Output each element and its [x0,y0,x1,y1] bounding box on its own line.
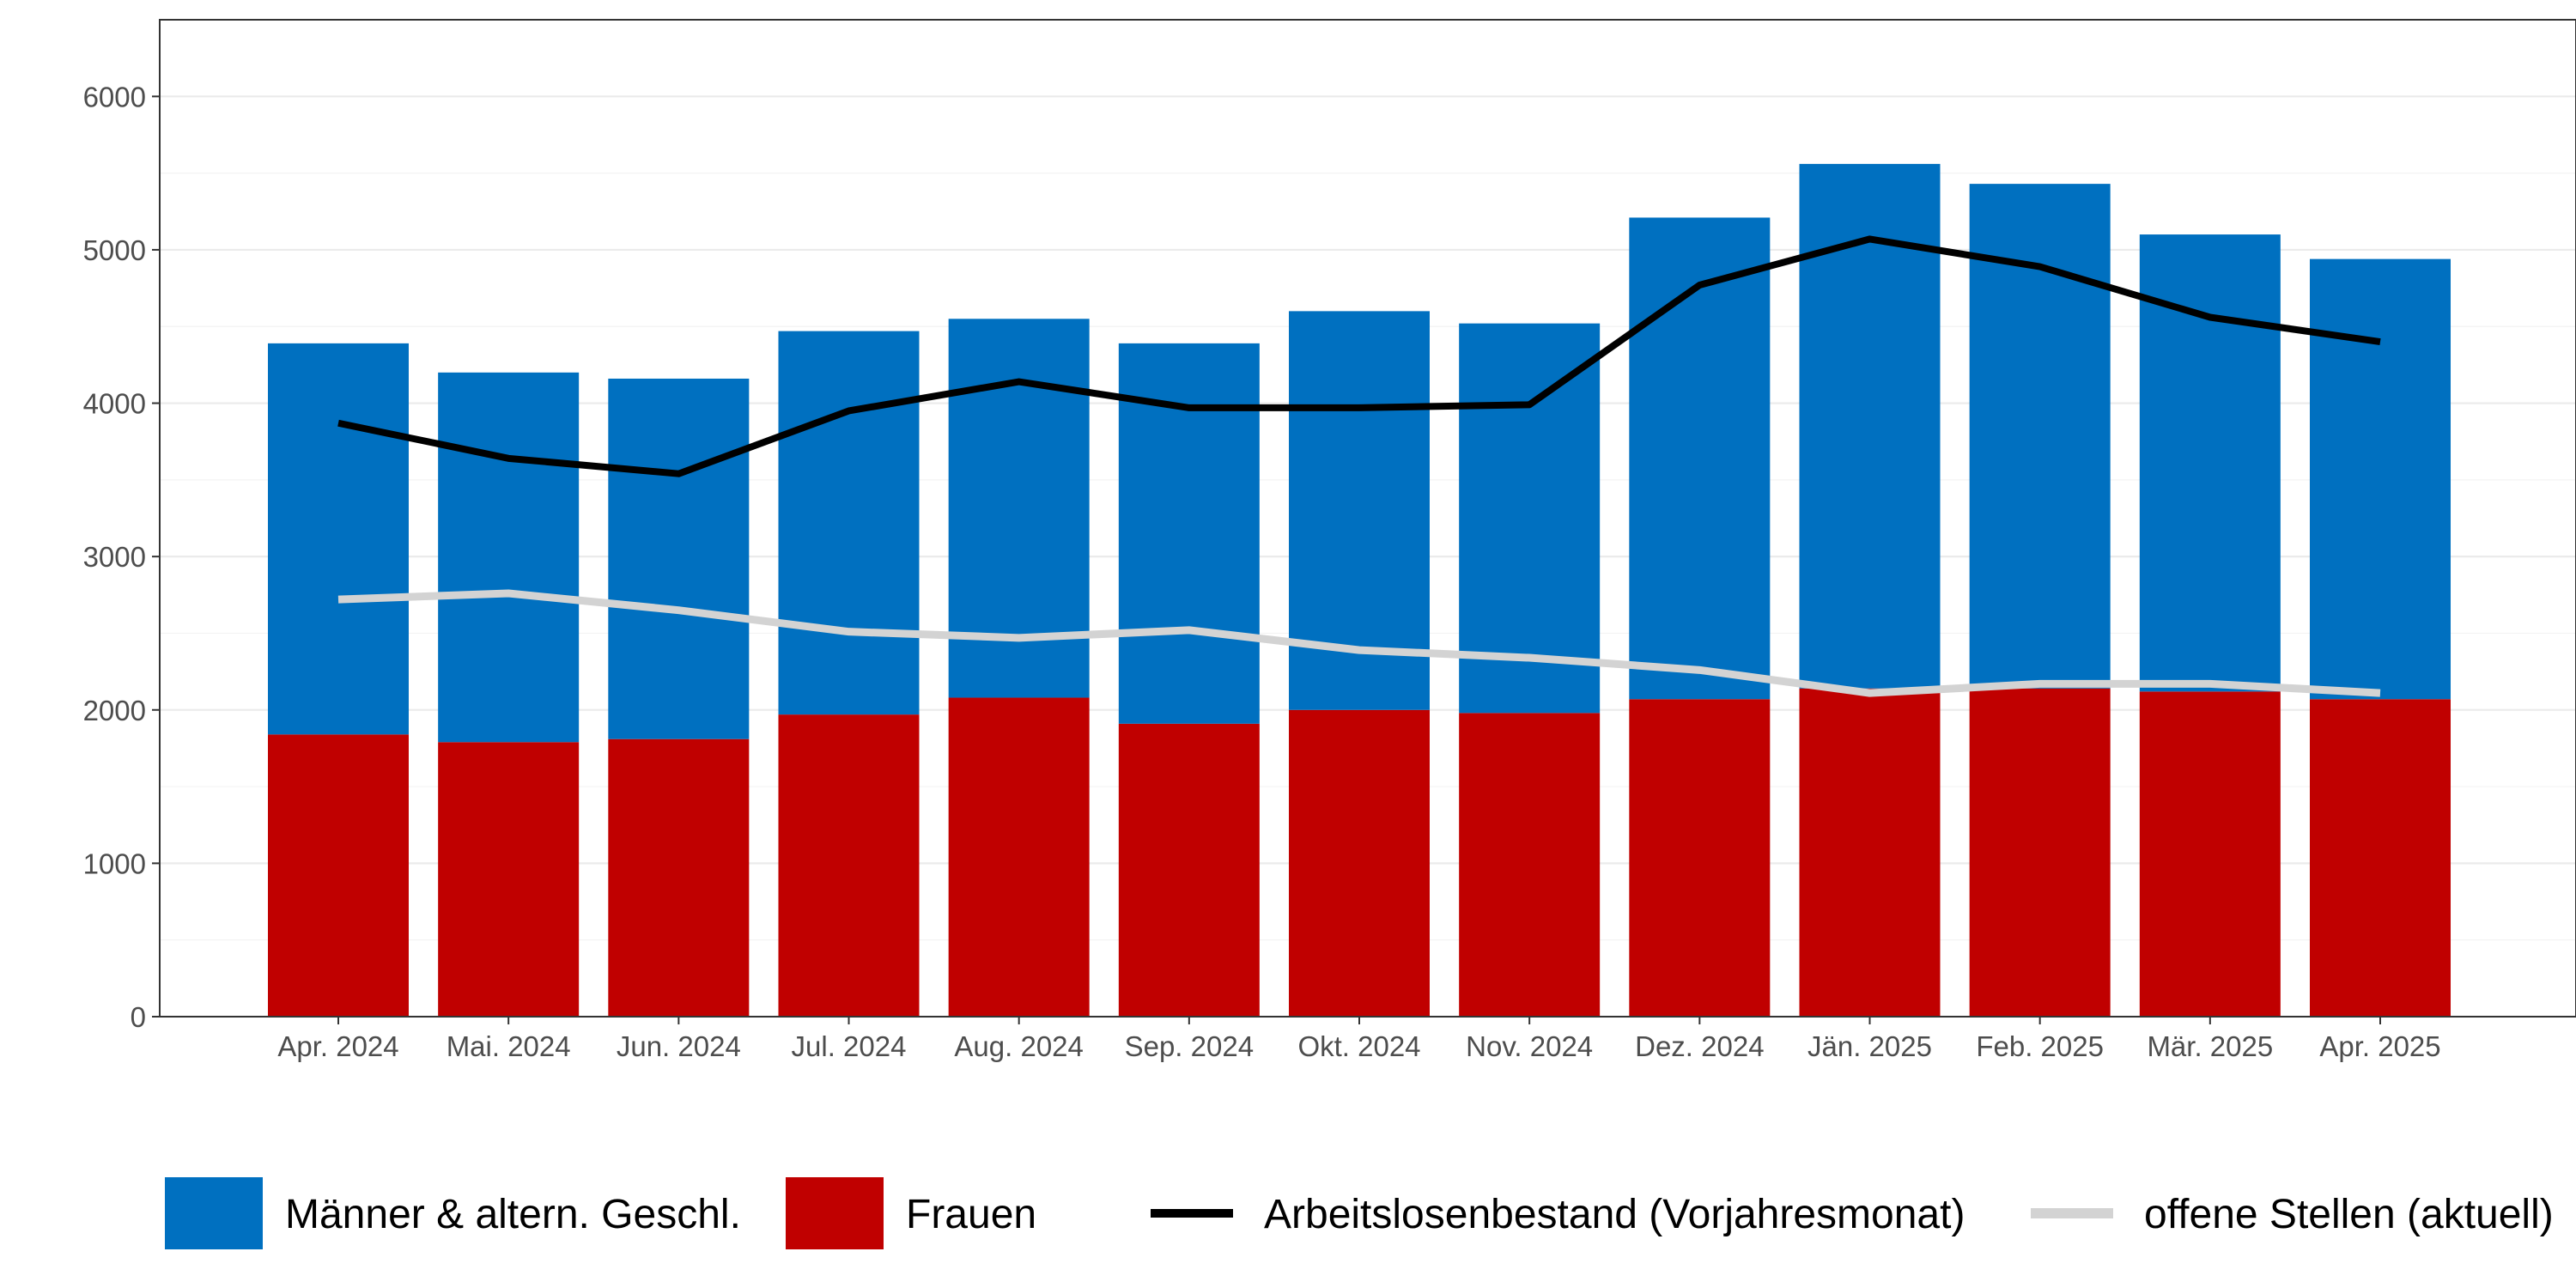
x-tick-label: Jul. 2024 [792,1030,907,1062]
bar-frauen [948,697,1090,1017]
legend-label: offene Stellen (aktuell) [2144,1192,2554,1237]
x-tick-label: Apr. 2024 [277,1030,398,1062]
bar-frauen [438,742,580,1017]
bar-frauen [1289,709,1430,1017]
x-tick-label: Sep. 2024 [1125,1030,1254,1062]
bar-frauen [268,734,409,1017]
line-offene-stellen [337,589,2381,697]
x-tick-label: Apr. 2025 [2319,1030,2440,1062]
bar-maenner [1459,323,1601,714]
legend-label: Arbeitslosenbestand (Vorjahresmonat) [1264,1192,1965,1237]
x-tick-label: Dez. 2024 [1635,1030,1764,1062]
bar-frauen [608,738,750,1017]
legend-label: Frauen [906,1192,1036,1237]
plot-panel-border [159,19,2576,1018]
y-tick-label: 5000 [83,234,146,266]
y-tick-label: 1000 [83,848,146,879]
y-tick-label: 2000 [83,695,146,726]
y-tick-label: 4000 [83,388,146,420]
bar-frauen [1799,688,1941,1017]
bar-frauen [1118,723,1260,1017]
bar-frauen [1459,713,1601,1017]
bar-maenner [1629,217,1771,700]
x-tick-label: Jun. 2024 [617,1030,741,1062]
legend-key-box [786,1177,884,1249]
bar-maenner [778,331,920,715]
bar-maenner [608,378,750,739]
x-tick-label: Aug. 2024 [954,1030,1083,1062]
axis-layer: 0 1000 2000 3000 4000 5000 6000 Apr. 2024 Mai. 2… [83,81,2441,1062]
x-tick-label: Nov. 2024 [1466,1030,1593,1062]
legend-label: Männer & altern. Geschl. [285,1192,741,1237]
line-arbeitslosenbestand [337,235,2381,477]
line-layer [337,235,2381,697]
y-tick-label: 6000 [83,81,146,112]
legend-key-box [165,1177,263,1249]
x-tick-label: Jän. 2025 [1807,1030,1932,1062]
bar-frauen [778,714,920,1017]
bar-maenner [268,343,409,735]
bar-maenner [438,372,580,743]
x-tick-label: Feb. 2025 [1976,1030,2104,1062]
legend-layer: Männer & altern. Geschl. Frauen Arbeitslos… [165,1177,2554,1249]
x-tick-label: Okt. 2024 [1297,1030,1420,1062]
y-tick-label: 0 [131,1001,146,1033]
bar-maenner [2139,234,2281,692]
x-tick-label: Mär. 2025 [2147,1030,2273,1062]
bar-frauen [2310,699,2451,1017]
bar-frauen [1629,699,1771,1017]
bar-maenner [2310,258,2451,700]
bar-layer [268,163,2451,1017]
y-tick-label: 3000 [83,541,146,573]
bar-frauen [2139,691,2281,1017]
x-tick-label: Mai. 2024 [447,1030,571,1062]
bar-frauen [1969,688,2111,1017]
